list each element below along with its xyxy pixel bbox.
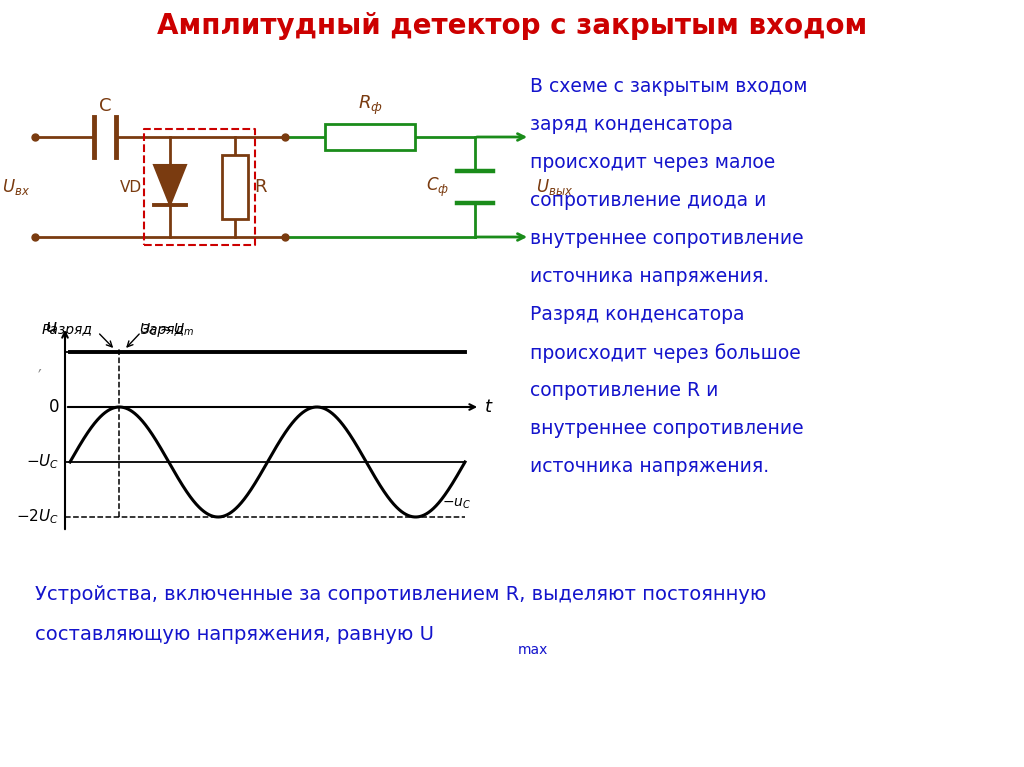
Text: $-U_C$: $-U_C$ [26, 453, 59, 472]
Text: $R_ф$: $R_ф$ [357, 94, 382, 117]
Text: VD: VD [120, 179, 142, 195]
Text: 0: 0 [48, 398, 59, 416]
Text: $-2U_C$: $-2U_C$ [16, 508, 59, 526]
Text: составляющую напряжения, равную U: составляющую напряжения, равную U [35, 625, 434, 644]
Bar [222, 155, 248, 219]
Text: Амплитудный детектор с закрытым входом: Амплитудный детектор с закрытым входом [157, 12, 867, 40]
Text: сопротивление диода и: сопротивление диода и [530, 191, 766, 210]
Text: внутреннее сопротивление: внутреннее сопротивление [530, 229, 804, 248]
Text: R: R [254, 178, 266, 196]
Text: C: C [98, 97, 112, 115]
Text: u: u [46, 318, 57, 336]
Text: заряд конденсатора: заряд конденсатора [530, 115, 733, 134]
Text: сопротивление R и: сопротивление R и [530, 381, 719, 400]
Text: источника напряжения.: источника напряжения. [530, 457, 769, 476]
Text: $C_ф$: $C_ф$ [426, 176, 449, 199]
Text: Разряд конденсатора: Разряд конденсатора [530, 305, 744, 324]
Text: ′: ′ [38, 368, 42, 386]
Text: $U_C \approx U_m$: $U_C \approx U_m$ [139, 322, 195, 338]
Text: внутреннее сопротивление: внутреннее сопротивление [530, 419, 804, 438]
Bar [325, 124, 415, 150]
Text: $-u_C$: $-u_C$ [442, 496, 471, 511]
Text: t: t [485, 398, 492, 416]
Text: max: max [518, 643, 549, 657]
Text: Устройства, включенные за сопротивлением R, выделяют постоянную: Устройства, включенные за сопротивлением… [35, 585, 766, 604]
Text: источника напряжения.: источника напряжения. [530, 267, 769, 286]
Polygon shape [154, 165, 186, 205]
Text: $U_{вх}$: $U_{вх}$ [2, 177, 30, 197]
Text: Заряд: Заряд [141, 323, 185, 337]
Text: происходит через малое: происходит через малое [530, 153, 775, 172]
Text: $U_{вых}$: $U_{вых}$ [536, 177, 573, 197]
Text: В схеме с закрытым входом: В схеме с закрытым входом [530, 77, 808, 96]
Text: происходит через большое: происходит через большое [530, 343, 801, 363]
Text: Разряд: Разряд [42, 323, 92, 337]
